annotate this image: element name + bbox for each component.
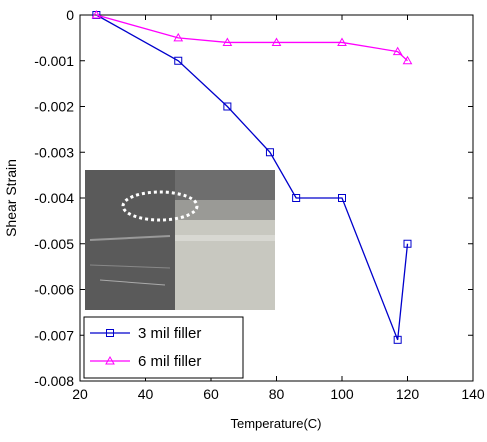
marker <box>105 355 115 365</box>
x-tick-label: 40 <box>138 386 154 402</box>
x-tick-label: 100 <box>330 386 354 402</box>
marker <box>265 148 274 157</box>
marker <box>338 194 346 202</box>
y-tick-label: -0.001 <box>34 53 74 69</box>
y-tick-label: -0.008 <box>34 373 74 389</box>
x-tick-label: 60 <box>203 386 219 402</box>
marker <box>392 46 403 56</box>
legend-label: 3 mil filler <box>138 325 201 342</box>
y-tick-label: -0.007 <box>34 327 74 343</box>
marker <box>174 56 183 65</box>
marker <box>222 37 233 46</box>
marker <box>393 335 402 344</box>
y-tick-label: -0.002 <box>34 99 74 115</box>
y-tick-label: -0.004 <box>34 190 74 206</box>
inset-photo <box>85 170 275 310</box>
x-tick-label: 140 <box>461 386 485 402</box>
marker <box>106 329 114 337</box>
y-axis-label: Shear Strain <box>3 159 19 237</box>
y-tick-label: -0.005 <box>34 236 74 252</box>
marker <box>223 102 232 111</box>
legend-box <box>83 316 244 379</box>
x-tick-label: 120 <box>396 386 420 402</box>
marker <box>91 9 102 19</box>
x-axis-label: Temperature(C) <box>230 416 321 431</box>
marker <box>337 37 347 46</box>
x-tick-label: 80 <box>269 386 285 402</box>
marker <box>403 239 412 248</box>
marker <box>271 37 282 46</box>
x-tick-label: 20 <box>72 386 88 402</box>
y-tick-label: -0.006 <box>34 282 74 298</box>
marker <box>402 55 413 65</box>
marker <box>173 32 184 42</box>
marker <box>292 194 301 202</box>
series-line <box>96 14 409 341</box>
series-line <box>96 14 408 62</box>
y-tick-label: 0 <box>66 7 74 23</box>
y-tick-label: -0.003 <box>34 144 74 160</box>
legend-label: 6 mil filler <box>138 353 201 370</box>
